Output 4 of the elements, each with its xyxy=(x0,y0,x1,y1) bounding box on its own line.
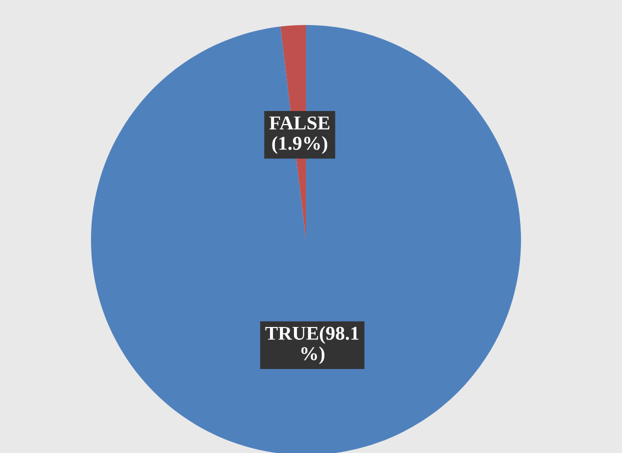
slice-label: FALSE xyxy=(269,116,330,130)
data-label: (1.9%) xyxy=(272,136,328,154)
pie-slice xyxy=(91,25,521,453)
slice-label: TRUE(98.1 %) xyxy=(265,326,359,364)
